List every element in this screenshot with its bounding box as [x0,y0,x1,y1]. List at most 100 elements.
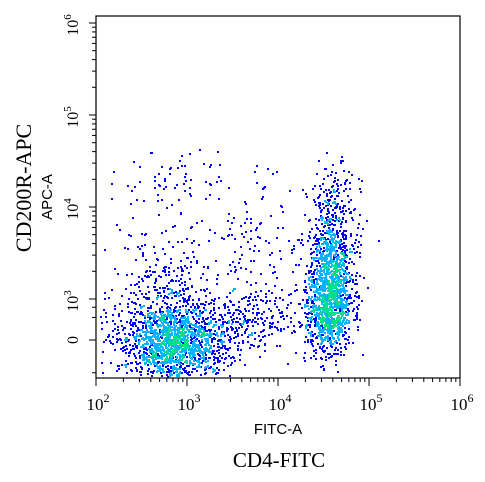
event-point [293,248,295,250]
event-point [159,325,161,327]
event-point [221,325,223,327]
event-point [336,307,338,309]
event-point [186,321,188,323]
event-point [239,310,241,312]
event-point [207,342,209,344]
event-point [180,266,182,268]
event-point [151,351,153,353]
event-point [352,279,354,281]
event-point [174,351,176,353]
event-point [204,328,206,330]
event-point [160,295,162,297]
event-point [354,242,356,244]
event-point [189,278,191,280]
event-point [216,372,218,374]
event-point [152,324,154,326]
event-point [325,318,327,320]
event-point [223,369,225,371]
event-point [190,342,192,344]
event-point [231,319,233,321]
event-point [256,182,258,184]
event-point [142,331,144,333]
event-point [213,345,215,347]
event-point [290,293,292,295]
event-point [289,190,291,192]
event-point [114,305,116,307]
event-point [210,164,212,166]
event-point [234,331,236,333]
event-point [322,334,324,336]
event-point [136,363,138,365]
event-point [139,355,141,357]
event-point [125,366,127,368]
event-point [310,341,312,343]
event-point [161,352,163,354]
event-point [140,321,142,323]
event-point [166,307,168,309]
event-point [223,362,225,364]
event-point [192,346,194,348]
event-point [153,246,155,248]
event-point [304,281,306,283]
event-point [162,300,164,302]
event-point [170,323,172,325]
event-point [176,341,178,343]
event-point [197,334,199,336]
event-point [181,315,183,317]
event-point [280,205,282,207]
event-point [130,362,132,364]
event-point [341,259,343,261]
event-point [213,303,215,305]
event-point [255,291,257,293]
event-point [344,323,346,325]
event-point [152,301,154,303]
event-point [326,254,328,256]
event-point [147,321,149,323]
event-point [150,152,152,154]
event-point [131,312,133,314]
event-point [233,217,235,219]
event-point [178,342,180,344]
event-point [357,227,359,229]
event-point [188,329,190,331]
event-point [331,333,333,335]
event-point [304,214,306,216]
event-point [342,321,344,323]
event-point [322,230,324,232]
event-point [265,240,267,242]
event-point [162,329,164,331]
event-point [335,172,337,174]
event-point [352,281,354,283]
event-point [261,318,263,320]
event-point [334,236,336,238]
event-point [242,342,244,344]
event-point [135,259,137,261]
event-point [321,331,323,333]
event-point [148,368,150,370]
event-point [216,350,218,352]
event-point [219,355,221,357]
event-point [313,271,315,273]
event-point [350,302,352,304]
event-point [348,320,350,322]
event-point [326,301,328,303]
event-point [213,356,215,358]
event-point [142,255,144,257]
event-point [321,325,323,327]
event-point [314,314,316,316]
event-point [344,260,346,262]
event-point [121,295,123,297]
event-point [315,358,317,360]
event-point [159,333,161,335]
event-point [119,338,121,340]
event-point [172,280,174,282]
event-point [351,261,353,263]
event-point [314,257,316,259]
event-point [323,293,325,295]
event-point [154,252,156,254]
event-point [198,322,200,324]
event-point [127,185,129,187]
event-point [331,331,333,333]
event-point [326,299,328,301]
event-point [192,324,194,326]
